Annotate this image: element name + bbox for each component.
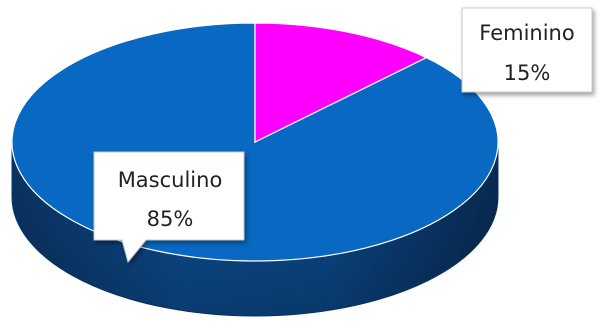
data-label-masculino	[93, 151, 245, 264]
data-label-masculino-category: Masculino	[118, 168, 223, 192]
pie-side-shade	[12, 142, 498, 316]
data-label-feminino-value: 15%	[504, 61, 551, 85]
data-label-feminino-category: Feminino	[479, 21, 574, 45]
data-label-feminino	[461, 7, 593, 93]
data-label-masculino-box	[93, 151, 245, 264]
pie-slice-feminino	[254, 22, 428, 143]
data-label-masculino-value: 85%	[147, 207, 194, 231]
data-label-feminino-box	[461, 7, 593, 93]
